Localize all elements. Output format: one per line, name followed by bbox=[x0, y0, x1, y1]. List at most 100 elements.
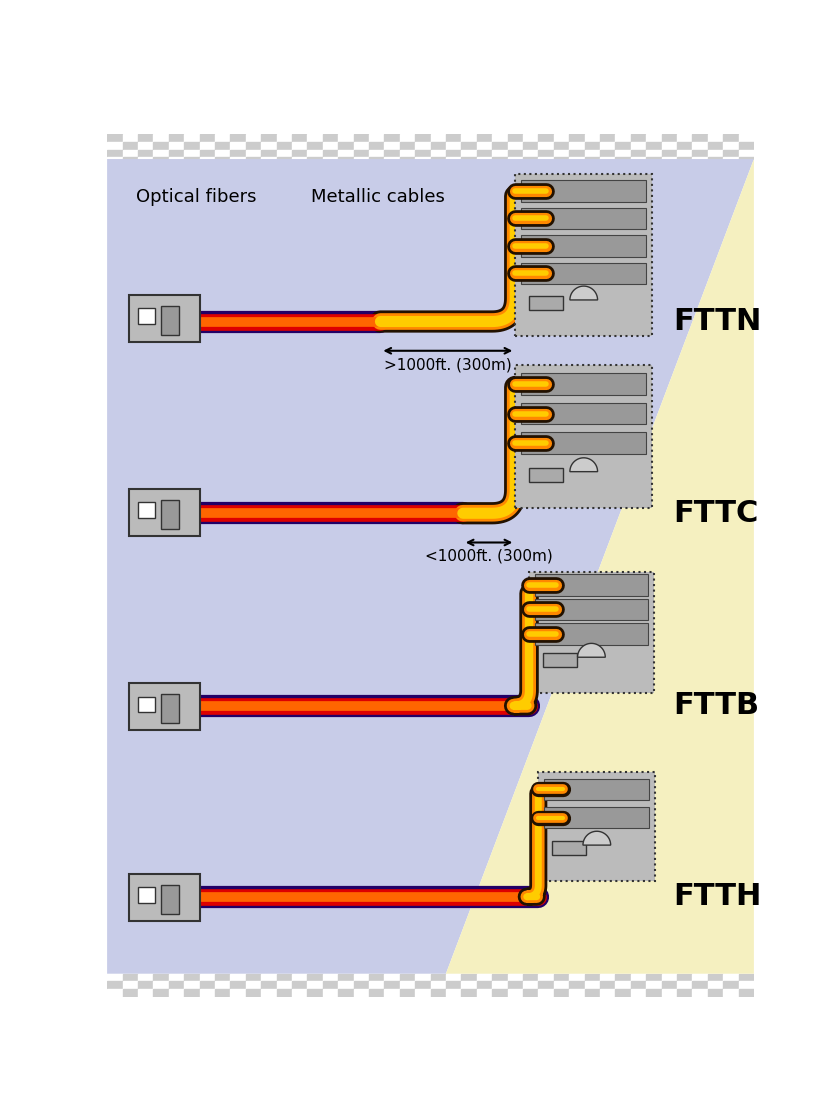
Bar bbox=[246, 150, 261, 158]
Bar bbox=[385, 158, 400, 159]
Bar bbox=[544, 806, 649, 829]
Bar bbox=[200, 989, 215, 997]
Bar bbox=[323, 142, 338, 150]
Bar bbox=[169, 150, 184, 158]
Bar bbox=[446, 142, 461, 150]
Bar bbox=[507, 981, 523, 989]
Bar bbox=[492, 150, 507, 158]
Bar bbox=[538, 772, 655, 881]
Polygon shape bbox=[108, 159, 754, 973]
Bar bbox=[522, 134, 538, 142]
Bar bbox=[230, 134, 246, 142]
Text: >1000ft. (300m): >1000ft. (300m) bbox=[384, 357, 512, 372]
Bar bbox=[415, 981, 431, 989]
Bar bbox=[415, 973, 431, 981]
Bar bbox=[400, 158, 415, 159]
Bar bbox=[415, 134, 431, 142]
Bar bbox=[431, 158, 446, 159]
Text: Optical fibers: Optical fibers bbox=[136, 188, 257, 206]
Bar bbox=[123, 142, 138, 150]
Bar bbox=[552, 841, 586, 856]
Bar bbox=[354, 158, 369, 159]
Bar bbox=[507, 989, 523, 997]
Bar bbox=[415, 150, 431, 158]
Bar bbox=[446, 150, 461, 158]
Bar bbox=[600, 150, 615, 158]
Bar bbox=[108, 134, 123, 142]
Bar bbox=[184, 134, 200, 142]
Bar bbox=[108, 158, 123, 159]
Bar bbox=[169, 989, 184, 997]
Bar bbox=[246, 158, 261, 159]
Bar bbox=[246, 989, 261, 997]
Bar bbox=[600, 142, 615, 150]
Bar bbox=[200, 134, 215, 142]
Bar bbox=[400, 134, 415, 142]
Bar bbox=[215, 134, 230, 142]
Bar bbox=[261, 981, 276, 989]
Bar bbox=[529, 571, 654, 693]
Bar bbox=[461, 973, 477, 981]
Bar bbox=[161, 501, 180, 530]
Bar bbox=[276, 973, 292, 981]
Bar bbox=[323, 158, 338, 159]
Bar bbox=[615, 158, 631, 159]
Bar bbox=[544, 778, 649, 800]
Bar bbox=[662, 973, 677, 981]
Bar bbox=[108, 981, 123, 989]
Bar bbox=[461, 981, 477, 989]
Bar bbox=[554, 150, 570, 158]
Bar bbox=[692, 989, 708, 997]
Bar bbox=[276, 989, 292, 997]
Bar bbox=[477, 989, 492, 997]
Bar bbox=[246, 981, 261, 989]
Bar bbox=[200, 973, 215, 981]
Bar bbox=[662, 981, 677, 989]
Bar bbox=[538, 981, 554, 989]
Bar bbox=[323, 134, 338, 142]
Bar bbox=[154, 134, 169, 142]
Bar bbox=[400, 989, 415, 997]
Bar bbox=[529, 468, 563, 482]
Bar bbox=[646, 989, 662, 997]
Bar bbox=[692, 134, 708, 142]
Bar bbox=[292, 973, 307, 981]
Bar bbox=[307, 134, 323, 142]
Bar bbox=[477, 973, 492, 981]
Bar bbox=[138, 150, 154, 158]
Bar bbox=[477, 158, 492, 159]
Bar bbox=[492, 142, 507, 150]
Bar bbox=[631, 142, 646, 150]
Bar bbox=[339, 989, 354, 997]
Bar bbox=[354, 134, 369, 142]
Bar bbox=[662, 158, 677, 159]
Bar bbox=[677, 150, 692, 158]
Bar bbox=[554, 981, 570, 989]
Text: FTTB: FTTB bbox=[673, 691, 759, 720]
Bar bbox=[554, 134, 570, 142]
Bar bbox=[369, 134, 385, 142]
Bar bbox=[477, 150, 492, 158]
Bar bbox=[400, 973, 415, 981]
Bar bbox=[515, 365, 653, 507]
Bar bbox=[492, 989, 507, 997]
Bar bbox=[646, 134, 662, 142]
Bar bbox=[723, 150, 738, 158]
Bar bbox=[631, 134, 646, 142]
Bar bbox=[477, 981, 492, 989]
Bar bbox=[161, 885, 180, 914]
Bar bbox=[646, 973, 662, 981]
Bar bbox=[400, 150, 415, 158]
Bar bbox=[200, 142, 215, 150]
Bar bbox=[677, 142, 692, 150]
Bar bbox=[708, 150, 723, 158]
Bar bbox=[708, 989, 723, 997]
Bar bbox=[538, 150, 554, 158]
Bar bbox=[323, 973, 338, 981]
Bar bbox=[169, 973, 184, 981]
Bar bbox=[585, 134, 600, 142]
Bar bbox=[723, 973, 738, 981]
Bar bbox=[369, 158, 385, 159]
Bar bbox=[261, 973, 276, 981]
Bar bbox=[570, 989, 585, 997]
